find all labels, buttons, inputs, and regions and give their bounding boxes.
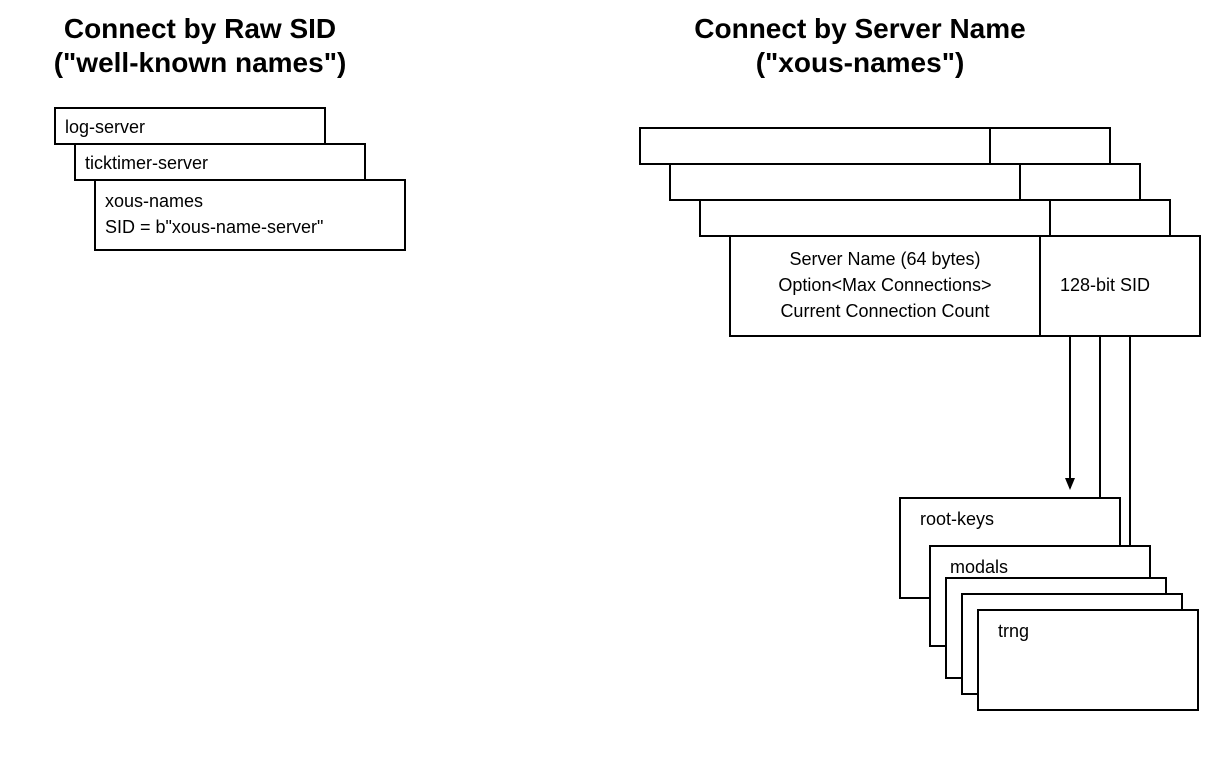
- table-row-box: [640, 128, 1110, 164]
- table-left-label: Server Name (64 bytes): [789, 249, 980, 269]
- left-card-line: SID = b"xous-name-server": [105, 217, 323, 237]
- table-right-label: 128-bit SID: [1060, 275, 1150, 295]
- dest-card-label: modals: [950, 557, 1008, 577]
- dest-card-label: trng: [998, 621, 1029, 641]
- dest-card-label: root-keys: [920, 509, 994, 529]
- left-title-line1: Connect by Raw SID: [64, 13, 336, 44]
- left-card-label: log-server: [65, 117, 145, 137]
- left-card-label: ticktimer-server: [85, 153, 208, 173]
- left-title-line2: ("well-known names"): [54, 47, 347, 78]
- right-title-line2: ("xous-names"): [756, 47, 965, 78]
- table-row-box: [700, 200, 1170, 236]
- right-title-line1: Connect by Server Name: [694, 13, 1025, 44]
- table-left-label: Option<Max Connections>: [778, 275, 991, 295]
- table-left-label: Current Connection Count: [780, 301, 989, 321]
- table-row-box: [670, 164, 1140, 200]
- left-card-line: xous-names: [105, 191, 203, 211]
